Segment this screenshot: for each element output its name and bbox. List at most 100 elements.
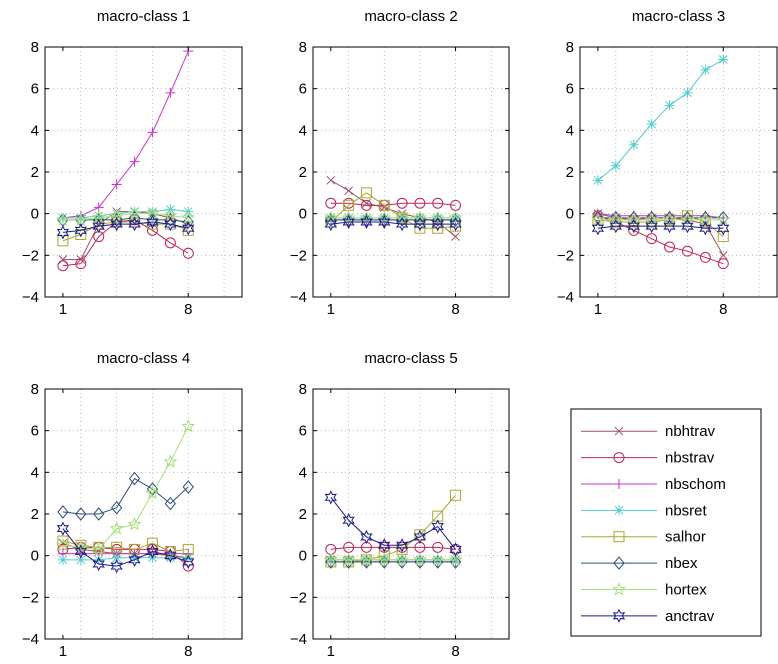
data-point-nbschom: [111, 179, 122, 190]
data-point-anctrav: [431, 216, 444, 232]
data-point-anctrav: [74, 223, 87, 238]
data-point-salhor: [343, 199, 355, 211]
panel-macro-class-5: −4 −2 0 2 4 6 8 1 8 macro-class 5: [290, 350, 510, 660]
data-point-nbhtrav: [451, 232, 460, 241]
y-tick-label: 2: [31, 164, 39, 181]
data-point-nbex: [75, 507, 87, 521]
data-point-salhor: [75, 229, 87, 240]
data-point-hortex: [377, 210, 392, 224]
data-point-nbsret: [93, 210, 104, 221]
data-point-nbex: [699, 211, 712, 225]
legend-marker: [614, 478, 624, 489]
series-anctrav: [324, 214, 462, 232]
data-point-anctrav: [395, 216, 409, 232]
data-point-anctrav: [413, 216, 427, 232]
series-hortex: [323, 552, 463, 566]
legend-label: nbschom: [665, 476, 726, 493]
series-line-salhor: [330, 192, 456, 229]
y-tick-label: −2: [22, 589, 39, 606]
legend-entry-nbhtrav: nbhtrav: [581, 423, 716, 440]
legend-entry-nbex: nbex: [581, 555, 698, 572]
data-point-nbex: [164, 496, 177, 511]
y-tick-label: 2: [299, 164, 307, 181]
data-point-anctrav: [342, 513, 355, 528]
data-point-anctrav: [449, 216, 462, 232]
legend-entry-nbschom: nbschom: [581, 476, 726, 493]
panel-title: macro-class 1: [97, 8, 190, 25]
legend-marker: [613, 531, 625, 543]
x-tick-label: 8: [184, 301, 192, 318]
legend-marker: [613, 556, 625, 570]
data-point-hortex: [430, 210, 445, 224]
data-point-hortex: [680, 212, 695, 226]
data-point-nbhtrav: [76, 255, 86, 264]
plot-area: [313, 389, 509, 639]
legend-marker: [611, 582, 627, 596]
data-point-nbsret: [718, 54, 729, 65]
data-point-nbhtrav: [58, 255, 68, 264]
y-tick-label: 4: [299, 464, 307, 481]
x-tick-label: 8: [719, 301, 727, 318]
data-point-anctrav: [378, 538, 391, 553]
legend-marker: [613, 452, 625, 464]
data-point-nbsret: [147, 206, 158, 217]
data-point-anctrav: [164, 216, 177, 232]
data-point-anctrav: [56, 521, 70, 536]
legend-label: hortex: [665, 581, 707, 598]
data-point-nbex: [93, 507, 105, 521]
x-tick-label: 8: [451, 643, 459, 660]
y-tick-label: −2: [290, 247, 307, 264]
data-point-nbstrav: [717, 258, 729, 270]
data-point-hortex: [644, 212, 659, 226]
data-point-hortex: [91, 542, 106, 556]
legend-label: nbhtrav: [665, 423, 716, 440]
panel-macro-class-1: −4 −2 0 2 4 6 8 1 8 macro-class 1: [22, 8, 243, 318]
series-hortex: [590, 212, 731, 226]
data-point-nbex: [628, 211, 640, 225]
panel-title: macro-class 3: [632, 8, 725, 25]
data-point-salhor: [717, 231, 729, 243]
data-point-anctrav: [74, 544, 87, 559]
y-tick-label: 0: [299, 206, 307, 223]
data-point-anctrav: [591, 221, 605, 236]
data-point-nbsret: [628, 139, 639, 150]
data-point-salhor: [450, 489, 462, 501]
y-tick-label: 4: [566, 122, 574, 139]
data-point-hortex: [359, 210, 374, 224]
data-point-nbstrav: [628, 224, 640, 236]
y-tick-label: −4: [22, 631, 39, 648]
data-point-anctrav: [182, 221, 195, 236]
data-point-anctrav: [681, 219, 694, 234]
panel-title: macro-class 4: [97, 350, 190, 367]
data-point-salhor: [378, 199, 390, 211]
data-point-hortex: [127, 517, 142, 531]
data-point-anctrav: [449, 542, 462, 557]
legend-marker: [612, 608, 626, 623]
data-point-nbsret: [165, 552, 176, 563]
data-point-anctrav: [110, 558, 123, 574]
legend-entry-anctrav: anctrav: [581, 608, 715, 625]
panel-macro-class-3: −4 −2 0 2 4 6 8 1 8 macro-class 3: [557, 8, 778, 318]
data-point-hortex: [377, 552, 392, 566]
legend-entry-hortex: hortex: [581, 581, 707, 598]
data-point-nbschom: [129, 156, 140, 167]
data-point-hortex: [395, 210, 410, 224]
legend-entry-nbsret: nbsret: [581, 502, 708, 519]
series-line-anctrav: [62, 528, 189, 567]
x-tick-label: 1: [327, 643, 335, 660]
data-point-nbstrav: [164, 237, 176, 249]
series-anctrav: [324, 490, 462, 557]
y-tick-label: 8: [31, 39, 39, 56]
data-point-anctrav: [92, 219, 105, 234]
data-point-anctrav: [663, 219, 676, 234]
data-point-hortex: [55, 212, 70, 226]
data-point-hortex: [341, 552, 356, 566]
data-point-hortex: [145, 485, 160, 500]
data-point-anctrav: [56, 225, 70, 240]
data-point-nbstrav: [699, 251, 711, 263]
series-line-nbstrav: [330, 546, 456, 550]
data-point-anctrav: [699, 221, 712, 236]
data-point-anctrav: [360, 529, 373, 545]
y-tick-label: 6: [31, 81, 39, 98]
